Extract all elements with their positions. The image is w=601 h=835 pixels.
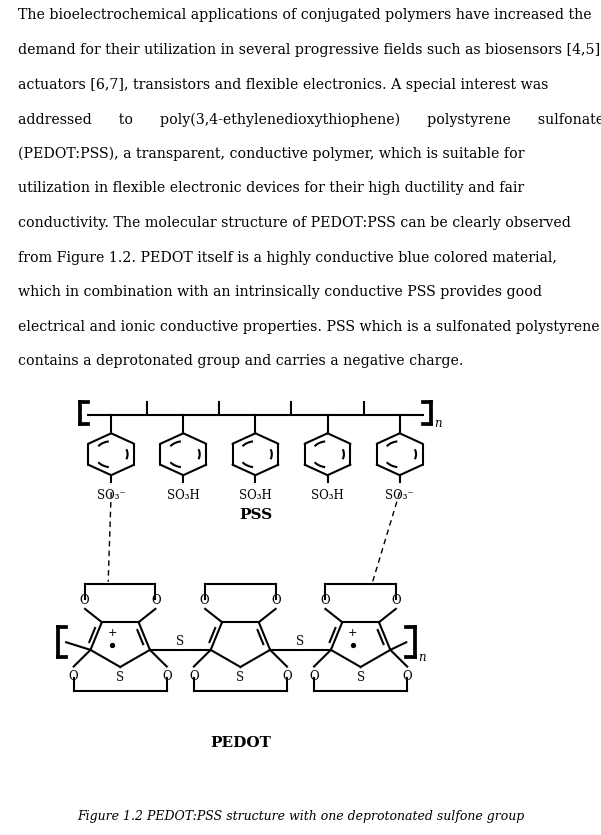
Text: PSS: PSS: [239, 509, 272, 523]
Text: The bioelectrochemical applications of conjugated polymers have increased the: The bioelectrochemical applications of c…: [18, 8, 591, 23]
Text: S: S: [116, 671, 124, 684]
Text: addressed      to      poly(3,4-ethylenedioxythiophene)      polystyrene      su: addressed to poly(3,4-ethylenedioxythiop…: [18, 112, 601, 127]
Text: actuators [6,7], transistors and flexible electronics. A special interest was: actuators [6,7], transistors and flexibl…: [18, 78, 548, 92]
Text: O: O: [200, 594, 209, 606]
Text: O: O: [69, 671, 79, 683]
Text: conductivity. The molecular structure of PEDOT:PSS can be clearly observed: conductivity. The molecular structure of…: [18, 216, 571, 230]
Text: O: O: [79, 594, 89, 606]
Text: O: O: [402, 671, 412, 683]
Text: O: O: [272, 594, 281, 606]
Text: Figure 1.2 PEDOT:PSS structure with one deprotonated sulfone group: Figure 1.2 PEDOT:PSS structure with one …: [77, 811, 524, 823]
Text: n: n: [418, 651, 426, 664]
Text: O: O: [162, 671, 171, 683]
Text: O: O: [392, 594, 401, 606]
Text: S: S: [356, 671, 365, 684]
Text: PEDOT: PEDOT: [210, 736, 271, 750]
Text: O: O: [282, 671, 291, 683]
Text: SO₃⁻: SO₃⁻: [385, 488, 414, 502]
Text: from Figure 1.2. PEDOT itself is a highly conductive blue colored material,: from Figure 1.2. PEDOT itself is a highl…: [18, 250, 557, 265]
Text: contains a deprotonated group and carries a negative charge.: contains a deprotonated group and carrie…: [18, 354, 463, 368]
Text: O: O: [310, 671, 319, 683]
Text: S: S: [236, 671, 245, 684]
Text: which in combination with an intrinsically conductive PSS provides good: which in combination with an intrinsical…: [18, 286, 542, 299]
Text: SO₃⁻: SO₃⁻: [97, 488, 126, 502]
Text: +: +: [108, 628, 117, 638]
Text: +: +: [348, 628, 358, 638]
Text: (PEDOT:PSS), a transparent, conductive polymer, which is suitable for: (PEDOT:PSS), a transparent, conductive p…: [18, 147, 525, 161]
Text: O: O: [189, 671, 199, 683]
Text: SO₃H: SO₃H: [239, 488, 272, 502]
Text: O: O: [320, 594, 329, 606]
Text: SO₃H: SO₃H: [311, 488, 344, 502]
Text: electrical and ionic conductive properties. PSS which is a sulfonated polystyren: electrical and ionic conductive properti…: [18, 320, 600, 334]
Text: SO₃H: SO₃H: [167, 488, 200, 502]
Text: S: S: [176, 635, 185, 648]
Text: demand for their utilization in several progressive fields such as biosensors [4: demand for their utilization in several …: [18, 43, 601, 57]
Text: utilization in flexible electronic devices for their high ductility and fair: utilization in flexible electronic devic…: [18, 181, 524, 195]
Text: O: O: [151, 594, 161, 606]
Text: S: S: [296, 635, 305, 648]
Text: n: n: [435, 418, 442, 430]
